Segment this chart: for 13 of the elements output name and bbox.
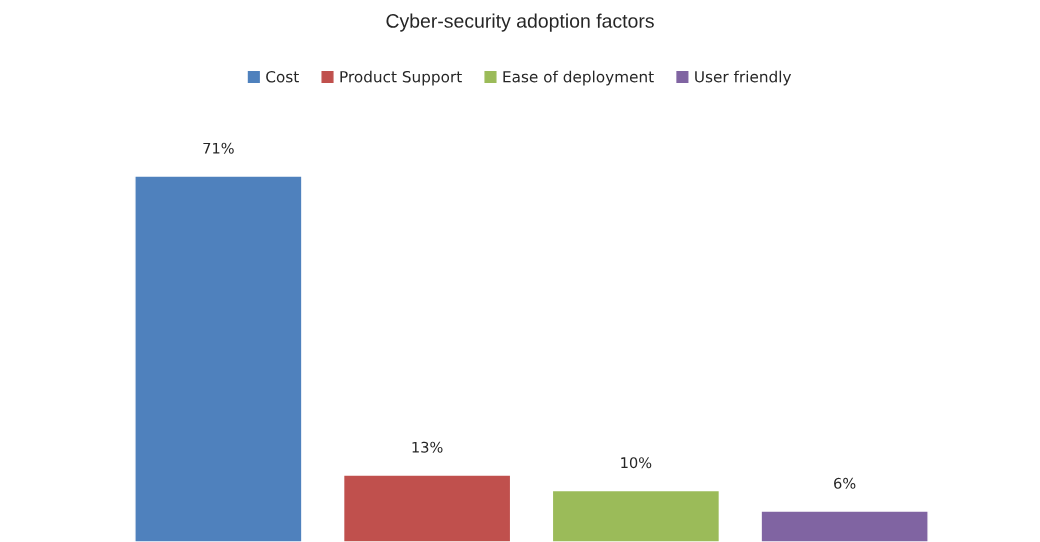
chart-title: Cyber-security adoption factors xyxy=(386,13,654,32)
legend-label: Product Support xyxy=(340,70,462,86)
data-label: 71% xyxy=(203,142,234,154)
data-label: 10% xyxy=(621,457,652,469)
bar xyxy=(760,510,929,542)
legend-label: Ease of deployment xyxy=(503,70,654,86)
data-label: 13% xyxy=(412,441,443,453)
data-label: 6% xyxy=(834,477,856,489)
legend-label: Cost xyxy=(266,70,299,83)
bar xyxy=(551,489,721,542)
legend-label: User friendly xyxy=(695,70,792,86)
bar xyxy=(134,175,303,542)
bar xyxy=(342,474,512,542)
